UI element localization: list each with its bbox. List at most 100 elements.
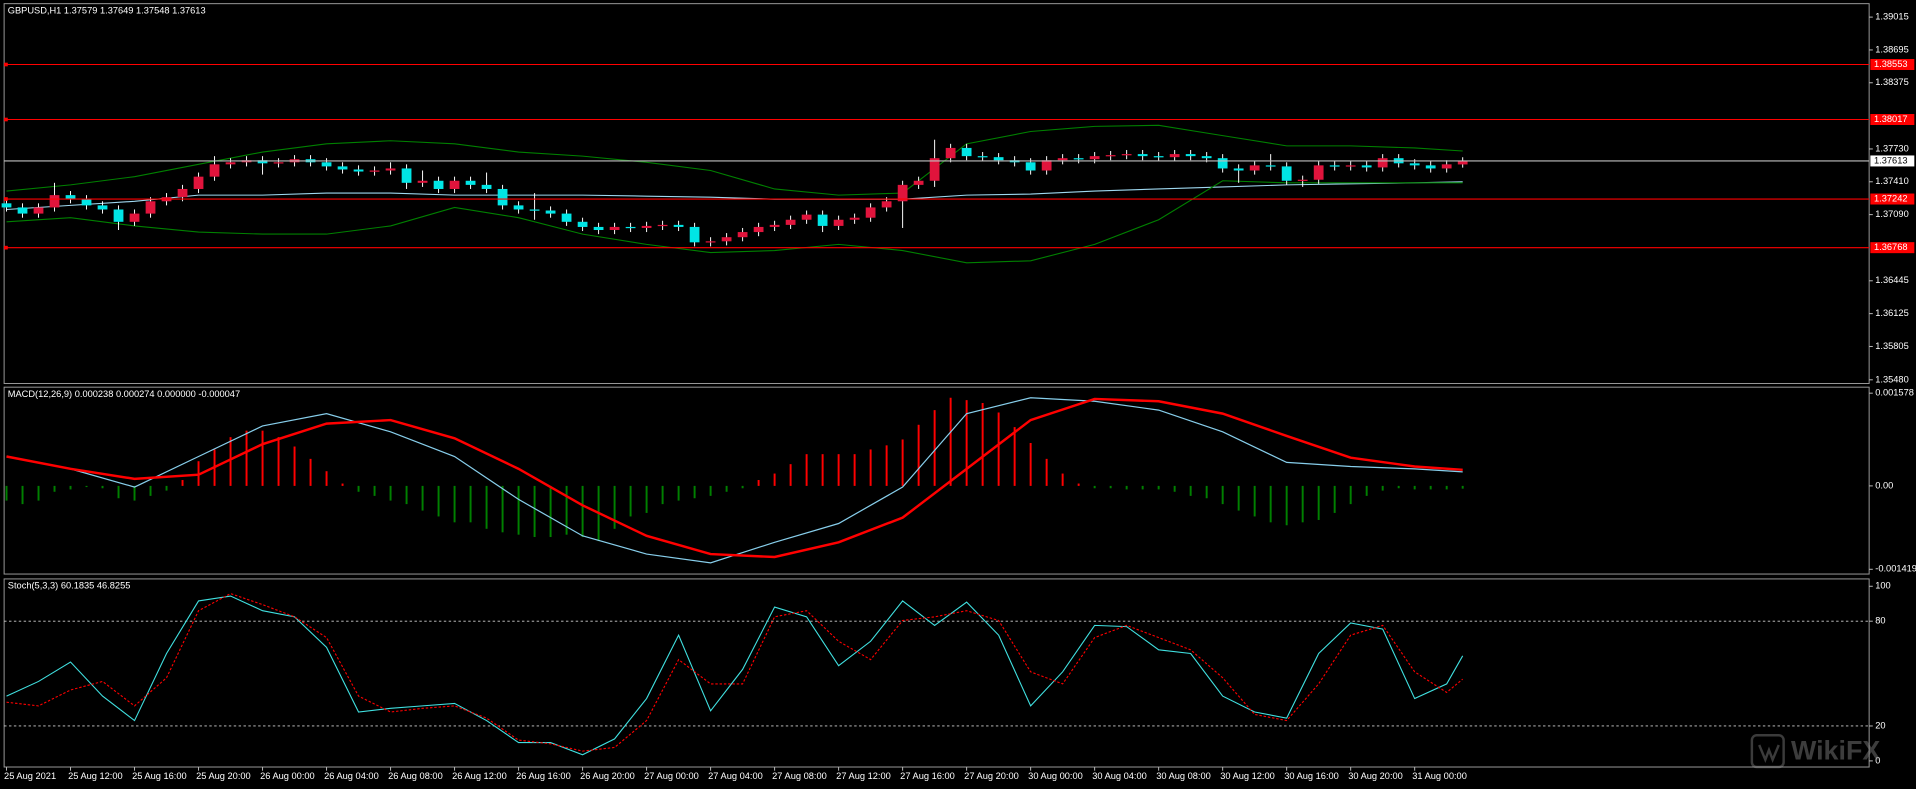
candle-body (465, 180, 476, 185)
candle-body (337, 166, 348, 170)
candle-body (1153, 156, 1164, 158)
candle-body (145, 201, 156, 214)
candle-body (497, 188, 508, 206)
candle-body (721, 237, 732, 242)
candle-body (1425, 165, 1436, 169)
x-tick-label: 25 Aug 2021 (4, 771, 56, 781)
candle-body (481, 184, 492, 189)
candle-body (1409, 163, 1420, 166)
x-tick-label: 27 Aug 20:00 (964, 771, 1019, 781)
candle-body (177, 188, 188, 198)
x-tick-label: 30 Aug 04:00 (1092, 771, 1147, 781)
y-tick-label: 1.38375 (1875, 77, 1908, 87)
x-tick-label: 27 Aug 08:00 (772, 771, 827, 781)
macd-line (6, 397, 1463, 559)
x-tick-label: 30 Aug 12:00 (1220, 771, 1275, 781)
y-tick-label: 100 (1875, 581, 1890, 591)
candle-body (49, 195, 60, 208)
candle-body (417, 180, 428, 183)
macd-line (6, 397, 1463, 564)
level-marker (4, 62, 8, 67)
level-label: 1.36768 (1874, 242, 1907, 252)
candle-body (753, 226, 764, 233)
candle-body (1233, 168, 1244, 171)
x-tick-label: 26 Aug 16:00 (516, 771, 571, 781)
candle-body (1265, 165, 1276, 167)
watermark-icon-mark (1758, 744, 1780, 764)
candle-body (737, 232, 748, 238)
x-tick-label: 30 Aug 00:00 (1028, 771, 1083, 781)
panel-frame (3, 386, 1870, 575)
x-tick-label: 25 Aug 20:00 (196, 771, 251, 781)
x-tick-label: 26 Aug 08:00 (388, 771, 443, 781)
y-tick-label: 0 (1875, 755, 1880, 765)
y-tick-label: 20 (1875, 720, 1885, 730)
candle-body (97, 205, 108, 210)
x-tick-label: 30 Aug 08:00 (1156, 771, 1211, 781)
x-tick-label: 27 Aug 04:00 (708, 771, 763, 781)
bollinger-line (6, 124, 1463, 196)
candle-body (833, 219, 844, 226)
x-tick-label: 26 Aug 04:00 (324, 771, 379, 781)
candle-body (945, 147, 956, 159)
bollinger-line (6, 180, 1463, 264)
candle-body (1169, 154, 1180, 158)
x-tick-label: 26 Aug 00:00 (260, 771, 315, 781)
candle-body (401, 168, 412, 183)
y-tick-label: 0.001578 (1875, 388, 1914, 398)
candle-body (193, 176, 204, 189)
candle-body (1361, 165, 1372, 168)
candle-body (273, 162, 284, 164)
candle-body (881, 201, 892, 208)
y-tick-label: 1.39015 (1875, 12, 1908, 22)
level-label-box (1870, 193, 1915, 205)
candle-body (705, 241, 716, 243)
candle-body (1057, 158, 1068, 161)
candle-body (433, 180, 444, 189)
stoch-line (6, 595, 1464, 756)
candle-body (849, 217, 860, 220)
candle-body (257, 160, 268, 164)
level-label-box (1870, 242, 1915, 254)
x-tick-label: 26 Aug 12:00 (452, 771, 507, 781)
watermark: WikiFX (1791, 735, 1880, 765)
candle-body (545, 210, 556, 214)
candle-body (817, 214, 828, 226)
candle-body (673, 224, 684, 227)
candle-body (1377, 158, 1388, 168)
candle-body (625, 226, 636, 229)
level-marker (4, 197, 8, 201)
candle-body (81, 199, 92, 206)
x-tick-label: 27 Aug 12:00 (836, 771, 891, 781)
bollinger-line (6, 181, 1463, 211)
candle-body (1121, 154, 1132, 156)
x-tick-label: 26 Aug 20:00 (580, 771, 635, 781)
watermark-logo (1750, 734, 1785, 769)
candle-body (449, 180, 460, 189)
candle-body (17, 207, 28, 214)
y-tick-label: -0.001419 (1875, 564, 1916, 574)
x-tick-label: 31 Aug 00:00 (1412, 771, 1467, 781)
panel-frame (3, 578, 1870, 768)
y-tick-label: 1.35805 (1875, 341, 1908, 351)
y-tick-label: 1.36125 (1875, 308, 1908, 318)
y-tick-label: 80 (1875, 616, 1885, 626)
watermark-icon (1750, 734, 1785, 769)
y-tick-label: 1.37730 (1875, 143, 1908, 153)
candle-body (33, 207, 44, 214)
level-label: 1.37242 (1874, 193, 1907, 203)
price-label: 1.37613 (1874, 155, 1907, 165)
candle-body (657, 224, 668, 227)
price-label-box (1870, 155, 1915, 167)
x-tick-label: 27 Aug 00:00 (644, 771, 699, 781)
level-label: 1.38017 (1874, 114, 1907, 124)
candle-body (1441, 164, 1452, 169)
candle-body (385, 168, 396, 171)
candle-body (993, 157, 1004, 161)
candle-body (913, 180, 924, 185)
candle-body (1025, 162, 1036, 171)
candle-body (961, 147, 972, 157)
stoch-line (6, 592, 1464, 752)
candle-body (977, 156, 988, 158)
